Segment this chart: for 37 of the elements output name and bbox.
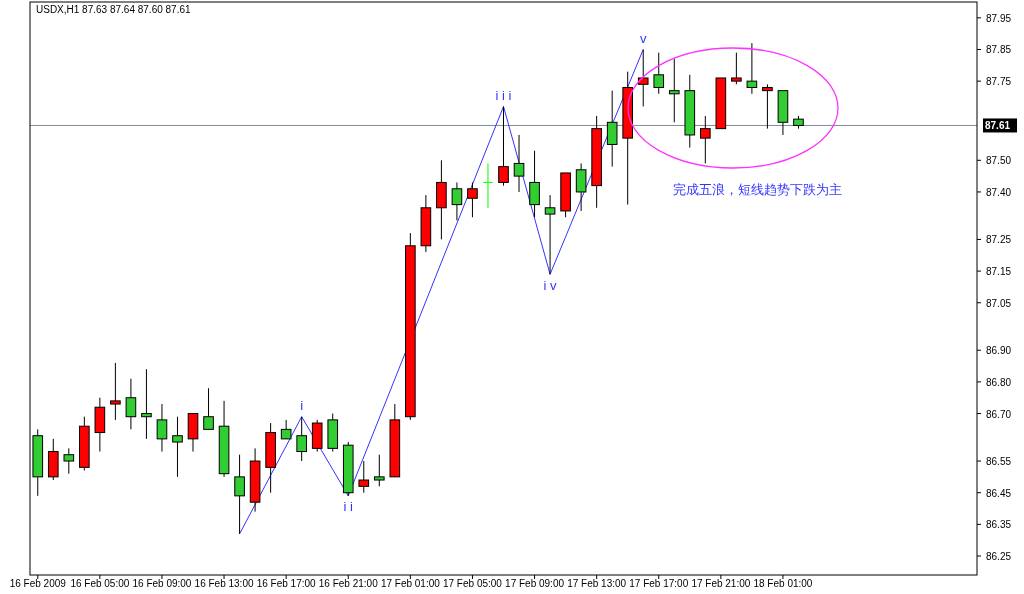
y-tick-label: 86.25 xyxy=(986,551,1012,563)
x-tick-label: 16 Feb 05:00 xyxy=(70,578,130,589)
y-tick-label: 87.15 xyxy=(986,266,1012,278)
x-tick-label: 17 Feb 13:00 xyxy=(567,578,627,589)
chart-title: USDX,H1 87.63 87.64 87.60 87.61 xyxy=(36,4,191,15)
y-tick-label: 86.35 xyxy=(986,519,1012,531)
annotation: i i i xyxy=(495,87,512,103)
y-tick-label: 87.95 xyxy=(986,12,1012,24)
x-tick-label: 17 Feb 17:00 xyxy=(629,578,689,589)
y-tick-label: 86.45 xyxy=(986,487,1012,499)
x-tick-label: 17 Feb 21:00 xyxy=(691,578,751,589)
y-tick-label: 86.80 xyxy=(986,376,1012,388)
y-tick-label: 86.90 xyxy=(986,345,1012,357)
x-tick-label: 16 Feb 21:00 xyxy=(318,578,379,589)
y-tick-label: 87.25 xyxy=(986,234,1012,246)
x-tick-label: 17 Feb 01:00 xyxy=(380,578,441,589)
y-tick-label: 87.50 xyxy=(986,155,1012,167)
ref-line-label: 87.61 xyxy=(985,120,1011,132)
x-tick-label: 18 Feb 01:00 xyxy=(753,578,813,589)
y-tick-label: 87.40 xyxy=(986,186,1012,198)
annotation: i i xyxy=(343,499,354,515)
annotation: i xyxy=(300,398,304,414)
line-series xyxy=(239,48,644,535)
x-tick-label: 17 Feb 09:00 xyxy=(505,578,565,589)
y-tick-label: 87.75 xyxy=(986,76,1012,88)
y-tick-label: 87.05 xyxy=(986,297,1012,309)
x-tick-label: 16 Feb 09:00 xyxy=(132,578,192,589)
x-tick-label: 16 Feb 2009 xyxy=(9,578,67,589)
annotation: 完成五浪，短线趋势下跌为主 xyxy=(673,182,842,197)
x-tick-label: 16 Feb 13:00 xyxy=(194,578,254,589)
x-tick-label: 16 Feb 17:00 xyxy=(256,578,317,589)
y-tick-label: 87.85 xyxy=(986,44,1012,56)
x-tick-label: 17 Feb 05:00 xyxy=(442,578,503,589)
y-tick-label: 86.70 xyxy=(986,408,1012,420)
annotation: v xyxy=(639,30,647,46)
y-tick-label: 86.55 xyxy=(986,456,1012,468)
annotation: i v xyxy=(543,277,558,293)
